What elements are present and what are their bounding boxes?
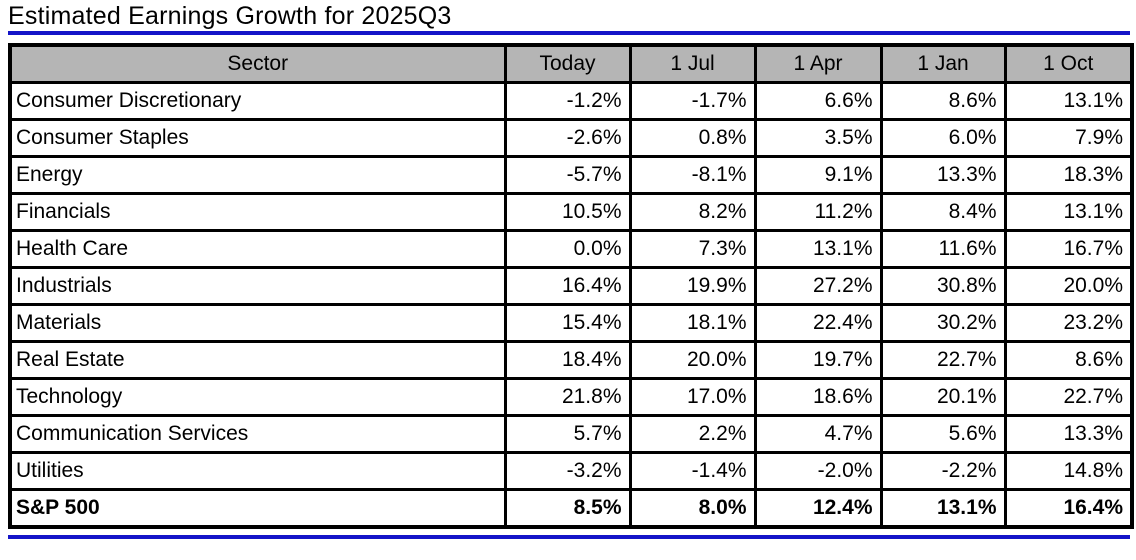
sector-cell: Financials — [8, 192, 507, 232]
value-cell: 13.1% — [879, 488, 1007, 529]
table-row: Technology 21.8% 17.0% 18.6% 20.1% 22.7% — [8, 377, 1134, 417]
value-cell: 8.5% — [503, 488, 632, 529]
value-cell: 18.4% — [503, 340, 632, 380]
table-header: Sector Today 1 Jul 1 Apr 1 Jan 1 Oct — [8, 43, 1134, 84]
value-cell: -1.4% — [628, 451, 757, 491]
value-cell: 18.3% — [1003, 155, 1134, 195]
value-cell: 9.1% — [753, 155, 883, 195]
sector-cell: Real Estate — [8, 340, 507, 380]
value-cell: 17.0% — [628, 377, 757, 417]
value-cell: 8.4% — [879, 192, 1007, 232]
value-cell: 0.0% — [503, 229, 632, 269]
table-row: Materials 15.4% 18.1% 22.4% 30.2% 23.2% — [8, 303, 1134, 343]
table-row: Communication Services 5.7% 2.2% 4.7% 5.6% 13… — [8, 414, 1134, 454]
sector-cell: Communication Services — [8, 414, 507, 454]
value-cell: 5.6% — [879, 414, 1007, 454]
value-cell: 12.4% — [753, 488, 883, 529]
table-row: Energy -5.7% -8.1% 9.1% 13.3% 18.3% — [8, 155, 1134, 195]
value-cell: 21.8% — [503, 377, 632, 417]
value-cell: 11.6% — [879, 229, 1007, 269]
value-cell: 27.2% — [753, 266, 883, 306]
header-row: Sector Today 1 Jul 1 Apr 1 Jan 1 Oct — [8, 43, 1134, 84]
value-cell: -5.7% — [503, 155, 632, 195]
earnings-growth-table: Sector Today 1 Jul 1 Apr 1 Jan 1 Oct Con… — [8, 43, 1134, 529]
value-cell: 20.0% — [628, 340, 757, 380]
column-header-today: Today — [503, 43, 632, 84]
value-cell: 13.3% — [1003, 414, 1134, 454]
value-cell: 16.4% — [1003, 488, 1134, 529]
value-cell: 13.3% — [879, 155, 1007, 195]
value-cell: 6.6% — [753, 81, 883, 121]
value-cell: 8.6% — [879, 81, 1007, 121]
value-cell: 2.2% — [628, 414, 757, 454]
value-cell: -2.6% — [503, 118, 632, 158]
table-row: Financials 10.5% 8.2% 11.2% 8.4% 13.1% — [8, 192, 1134, 232]
value-cell: 16.4% — [503, 266, 632, 306]
bottom-accent-rule — [8, 535, 1130, 539]
sector-cell: Consumer Staples — [8, 118, 507, 158]
page-title: Estimated Earnings Growth for 2025Q3 — [8, 2, 452, 30]
value-cell: 18.6% — [753, 377, 883, 417]
value-cell: 8.6% — [1003, 340, 1134, 380]
value-cell: 13.1% — [753, 229, 883, 269]
value-cell: -3.2% — [503, 451, 632, 491]
value-cell: 13.1% — [1003, 81, 1134, 121]
value-cell: 23.2% — [1003, 303, 1134, 343]
value-cell: 10.5% — [503, 192, 632, 232]
value-cell: 22.4% — [753, 303, 883, 343]
table-row: Real Estate 18.4% 20.0% 19.7% 22.7% 8.6% — [8, 340, 1134, 380]
value-cell: -8.1% — [628, 155, 757, 195]
title-underline-rule — [8, 31, 1130, 35]
value-cell: 14.8% — [1003, 451, 1134, 491]
value-cell: 4.7% — [753, 414, 883, 454]
value-cell: 7.3% — [628, 229, 757, 269]
table-row: Consumer Discretionary -1.2% -1.7% 6.6% 8.6%… — [8, 81, 1134, 121]
value-cell: 5.7% — [503, 414, 632, 454]
sector-cell: Technology — [8, 377, 507, 417]
value-cell: -2.0% — [753, 451, 883, 491]
table-row: Utilities -3.2% -1.4% -2.0% -2.2% 14.8% — [8, 451, 1134, 491]
sector-cell: Industrials — [8, 266, 507, 306]
sector-cell: Health Care — [8, 229, 507, 269]
value-cell: 13.1% — [1003, 192, 1134, 232]
value-cell: 18.1% — [628, 303, 757, 343]
sector-cell: Utilities — [8, 451, 507, 491]
value-cell: 3.5% — [753, 118, 883, 158]
value-cell: 22.7% — [879, 340, 1007, 380]
sector-cell: S&P 500 — [8, 488, 507, 529]
table-row: Industrials 16.4% 19.9% 27.2% 30.8% 20.0% — [8, 266, 1134, 306]
value-cell: 22.7% — [1003, 377, 1134, 417]
sector-cell: Materials — [8, 303, 507, 343]
value-cell: 6.0% — [879, 118, 1007, 158]
sector-cell: Consumer Discretionary — [8, 81, 507, 121]
table-row: Consumer Staples -2.6% 0.8% 3.5% 6.0% 7.9% — [8, 118, 1134, 158]
column-header-sector: Sector — [8, 43, 507, 84]
value-cell: 30.8% — [879, 266, 1007, 306]
value-cell: 8.0% — [628, 488, 757, 529]
column-header-1jul: 1 Jul — [628, 43, 757, 84]
value-cell: 19.9% — [628, 266, 757, 306]
value-cell: 11.2% — [753, 192, 883, 232]
value-cell: 19.7% — [753, 340, 883, 380]
value-cell: 20.0% — [1003, 266, 1134, 306]
table-row-sp500-total: S&P 500 8.5% 8.0% 12.4% 13.1% 16.4% — [8, 488, 1134, 529]
column-header-1jan: 1 Jan — [879, 43, 1007, 84]
table-body: Consumer Discretionary -1.2% -1.7% 6.6% 8.6%… — [8, 81, 1134, 529]
value-cell: -2.2% — [879, 451, 1007, 491]
value-cell: 30.2% — [879, 303, 1007, 343]
column-header-1apr: 1 Apr — [753, 43, 883, 84]
value-cell: 20.1% — [879, 377, 1007, 417]
value-cell: 7.9% — [1003, 118, 1134, 158]
column-header-1oct: 1 Oct — [1003, 43, 1134, 84]
value-cell: -1.7% — [628, 81, 757, 121]
value-cell: -1.2% — [503, 81, 632, 121]
value-cell: 15.4% — [503, 303, 632, 343]
value-cell: 0.8% — [628, 118, 757, 158]
table-row: Health Care 0.0% 7.3% 13.1% 11.6% 16.7% — [8, 229, 1134, 269]
sector-cell: Energy — [8, 155, 507, 195]
value-cell: 16.7% — [1003, 229, 1134, 269]
value-cell: 8.2% — [628, 192, 757, 232]
